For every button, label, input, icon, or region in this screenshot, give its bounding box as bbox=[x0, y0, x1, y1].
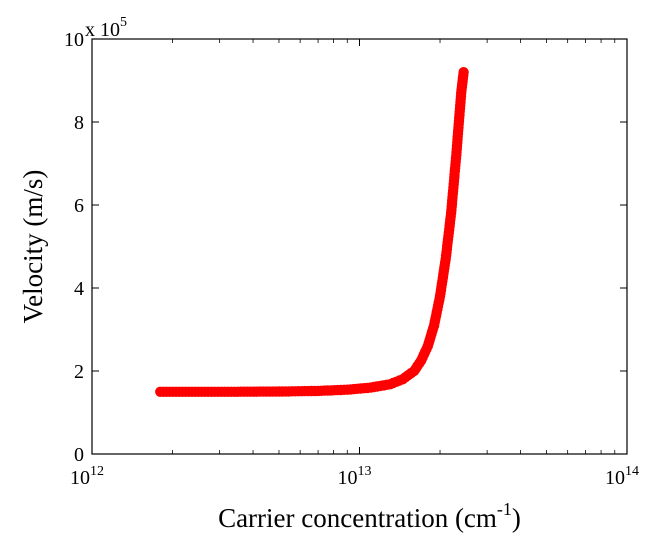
y-tick-label: 10 bbox=[64, 29, 84, 51]
x-tick-label: 1014 bbox=[605, 464, 639, 489]
x-tick-label: 1012 bbox=[70, 464, 104, 489]
y-tick-label: 4 bbox=[74, 278, 84, 300]
y-multiplier-label: x 105 bbox=[85, 15, 127, 41]
y-tick-label: 2 bbox=[74, 361, 84, 383]
axis-ticks: 1012 1013 1014 0 2 4 6 8 10 bbox=[64, 29, 639, 489]
y-tick-label: 8 bbox=[74, 112, 84, 134]
data-point bbox=[458, 67, 469, 78]
y-axis-title: Velocity (m/s) bbox=[18, 170, 48, 324]
x-tick-label: 1013 bbox=[338, 464, 372, 489]
y-tick-label: 0 bbox=[74, 444, 84, 466]
data-markers bbox=[155, 67, 469, 397]
x-axis-title: Carrier concentration (cm-1) bbox=[218, 499, 521, 533]
y-tick-label: 6 bbox=[74, 195, 84, 217]
